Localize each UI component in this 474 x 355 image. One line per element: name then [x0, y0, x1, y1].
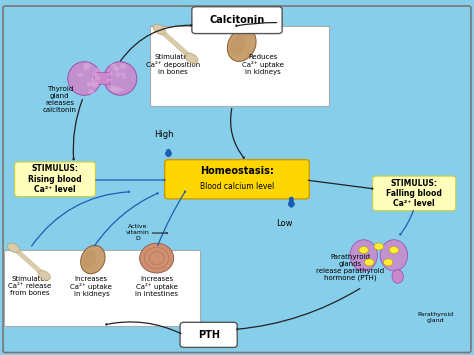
Circle shape: [365, 259, 374, 266]
Text: STIMULUS:
Rising blood
Ca²⁺ level: STIMULUS: Rising blood Ca²⁺ level: [28, 164, 82, 194]
Circle shape: [109, 85, 116, 91]
Ellipse shape: [380, 240, 408, 271]
Ellipse shape: [392, 270, 403, 283]
Ellipse shape: [38, 271, 50, 280]
Text: PTH: PTH: [198, 330, 219, 340]
Ellipse shape: [350, 240, 377, 271]
Circle shape: [95, 67, 102, 72]
Circle shape: [121, 72, 126, 76]
FancyBboxPatch shape: [373, 176, 456, 211]
Circle shape: [359, 246, 368, 253]
Ellipse shape: [68, 62, 101, 95]
Circle shape: [374, 243, 383, 250]
Ellipse shape: [185, 53, 198, 63]
Ellipse shape: [230, 34, 246, 56]
Circle shape: [119, 64, 127, 69]
Text: Reduces
Ca²⁺ uptake
in kidneys: Reduces Ca²⁺ uptake in kidneys: [242, 54, 284, 75]
Ellipse shape: [83, 250, 96, 269]
Circle shape: [115, 72, 121, 77]
Ellipse shape: [104, 62, 137, 95]
Circle shape: [107, 78, 111, 82]
FancyBboxPatch shape: [150, 26, 329, 106]
Text: Blood calcium level: Blood calcium level: [200, 182, 274, 191]
Circle shape: [122, 75, 127, 79]
FancyBboxPatch shape: [180, 322, 237, 348]
Ellipse shape: [153, 24, 166, 34]
FancyBboxPatch shape: [4, 250, 201, 326]
Text: Parathyroid
glands
release parathyroid
hormone (PTH): Parathyroid glands release parathyroid h…: [316, 254, 384, 282]
Text: Active
vitamin
D: Active vitamin D: [126, 224, 150, 241]
Circle shape: [87, 84, 91, 87]
Ellipse shape: [8, 243, 19, 253]
FancyBboxPatch shape: [95, 72, 110, 84]
Text: Thyroid
gland
releases
calcitonin: Thyroid gland releases calcitonin: [43, 86, 77, 113]
Circle shape: [87, 82, 91, 86]
Text: Stimulates
Ca²⁺ deposition
in bones: Stimulates Ca²⁺ deposition in bones: [146, 54, 201, 75]
Ellipse shape: [140, 243, 173, 273]
Circle shape: [118, 87, 124, 92]
Circle shape: [115, 88, 120, 92]
Circle shape: [110, 64, 117, 68]
Text: Stimulates
Ca²⁺ release
from bones: Stimulates Ca²⁺ release from bones: [9, 277, 52, 296]
Circle shape: [88, 89, 95, 94]
Text: Increases
Ca²⁺ uptake
in intestines: Increases Ca²⁺ uptake in intestines: [135, 276, 178, 297]
Text: Low: Low: [276, 219, 292, 228]
Circle shape: [93, 74, 97, 77]
Circle shape: [115, 86, 119, 90]
Circle shape: [383, 259, 393, 266]
Ellipse shape: [81, 245, 105, 274]
Text: Increases
Ca²⁺ uptake
in kidneys: Increases Ca²⁺ uptake in kidneys: [71, 276, 112, 297]
Circle shape: [84, 62, 91, 68]
Circle shape: [91, 78, 96, 82]
Text: Parathyroid
gland: Parathyroid gland: [418, 312, 454, 323]
Circle shape: [389, 246, 399, 253]
Ellipse shape: [228, 28, 256, 61]
Circle shape: [77, 73, 83, 77]
Text: High: High: [154, 130, 173, 138]
FancyBboxPatch shape: [164, 160, 310, 199]
Circle shape: [95, 76, 100, 80]
Circle shape: [92, 82, 99, 87]
Circle shape: [83, 65, 90, 70]
FancyBboxPatch shape: [192, 7, 282, 34]
Circle shape: [110, 87, 118, 92]
Circle shape: [108, 72, 113, 76]
Circle shape: [92, 72, 97, 75]
Text: Homeostasis:: Homeostasis:: [200, 166, 274, 176]
Text: Calcitonin: Calcitonin: [210, 15, 264, 25]
Circle shape: [114, 67, 119, 70]
Circle shape: [91, 81, 98, 87]
Circle shape: [84, 64, 89, 67]
Circle shape: [113, 67, 119, 71]
Text: STIMULUS:
Falling blood
Ca²⁺ level: STIMULUS: Falling blood Ca²⁺ level: [386, 179, 442, 208]
FancyBboxPatch shape: [15, 162, 95, 197]
FancyBboxPatch shape: [3, 6, 471, 353]
